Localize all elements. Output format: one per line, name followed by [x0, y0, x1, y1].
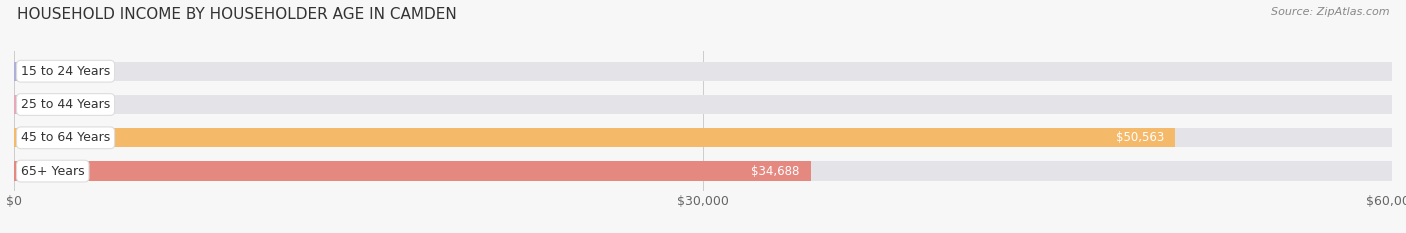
- Bar: [14, 62, 1392, 81]
- Bar: [14, 128, 1392, 147]
- Text: Source: ZipAtlas.com: Source: ZipAtlas.com: [1271, 7, 1389, 17]
- Text: 25 to 44 Years: 25 to 44 Years: [21, 98, 110, 111]
- Text: $34,688: $34,688: [751, 164, 800, 178]
- Bar: [14, 128, 1175, 147]
- Text: HOUSEHOLD INCOME BY HOUSEHOLDER AGE IN CAMDEN: HOUSEHOLD INCOME BY HOUSEHOLDER AGE IN C…: [17, 7, 457, 22]
- Text: $0: $0: [93, 98, 107, 111]
- Bar: [14, 62, 76, 81]
- Text: 65+ Years: 65+ Years: [21, 164, 84, 178]
- Bar: [14, 95, 1392, 114]
- Bar: [14, 161, 811, 181]
- Bar: [14, 161, 1392, 181]
- Text: $0: $0: [93, 65, 107, 78]
- Text: 45 to 64 Years: 45 to 64 Years: [21, 131, 110, 144]
- Bar: [14, 95, 76, 114]
- Text: 15 to 24 Years: 15 to 24 Years: [21, 65, 110, 78]
- Text: $50,563: $50,563: [1116, 131, 1164, 144]
